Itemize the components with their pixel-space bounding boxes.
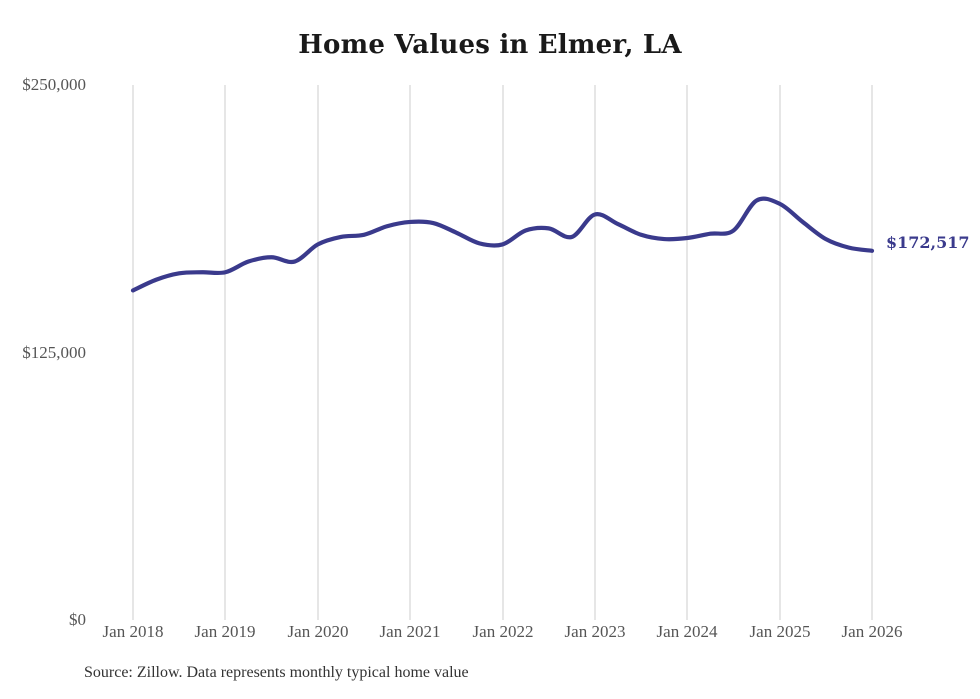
x-axis-label-jan-2019: Jan 2019 (194, 622, 256, 641)
end-value-annotation: $172,517 (886, 233, 970, 252)
y-axis-label-top: $250,000 (22, 75, 86, 94)
x-axis-label-jan-2025: Jan 2025 (749, 622, 811, 641)
x-axis-label-jan-2021: Jan 2021 (379, 622, 441, 641)
x-axis-label-jan-2024: Jan 2024 (656, 622, 718, 641)
x-axis-label-jan-2026: Jan 2026 (841, 622, 903, 641)
value-line (130, 196, 875, 293)
chart-title: Home Values in Elmer, LA (298, 30, 682, 60)
y-axis-label-zero: $0 (69, 610, 86, 629)
source-footnote: Source: Zillow. Data represents monthly … (84, 664, 469, 681)
gridlines (132, 85, 873, 620)
x-axis-label-jan-2022: Jan 2022 (472, 622, 534, 641)
x-axis-label-jan-2023: Jan 2023 (564, 622, 626, 641)
y-axis-label-mid: $125,000 (22, 343, 86, 362)
x-axis-label-jan-2020: Jan 2020 (287, 622, 349, 641)
x-axis-label-jan-2018: Jan 2018 (102, 622, 164, 641)
